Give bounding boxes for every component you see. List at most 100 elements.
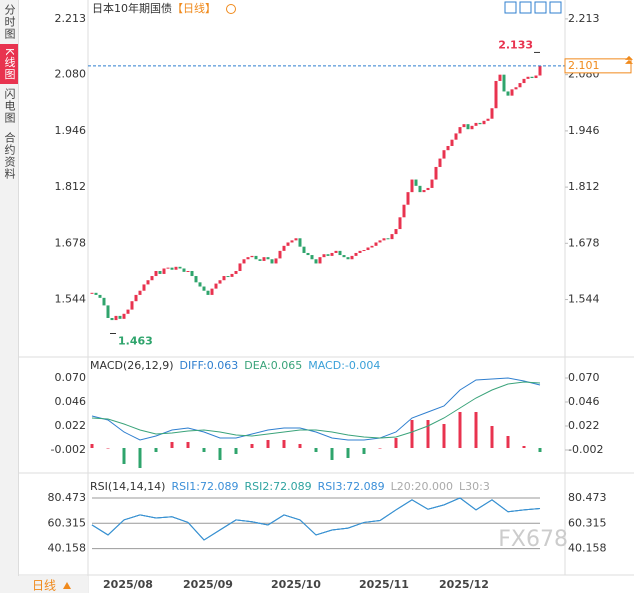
macd-bar <box>138 448 142 468</box>
candle <box>362 250 366 252</box>
candle <box>498 74 502 81</box>
macd-bar <box>458 412 462 448</box>
candle <box>190 271 194 277</box>
macd-bar <box>170 442 174 448</box>
candle <box>238 263 242 272</box>
last-price-box <box>564 58 632 74</box>
legend-entry: RSI2:72.089 <box>245 480 312 493</box>
candle <box>242 259 246 264</box>
candle <box>138 290 142 295</box>
candle <box>478 122 482 125</box>
candle <box>142 284 146 291</box>
candle <box>454 133 458 140</box>
candle <box>470 125 474 130</box>
candle <box>294 238 298 241</box>
candle <box>246 257 250 260</box>
y-tick-label: 1.544 <box>568 293 600 306</box>
candle <box>402 204 406 218</box>
macd-bar <box>490 426 494 448</box>
candle <box>194 276 198 283</box>
legend-entry: MACD:-0.004 <box>308 359 380 372</box>
candle <box>230 273 234 277</box>
y-tick-label: 2.080 <box>55 68 87 81</box>
candle <box>438 158 442 167</box>
indicator-line <box>91 377 541 441</box>
high-label: 2.133 <box>498 38 533 51</box>
candle <box>466 124 470 130</box>
macd-bar <box>186 442 190 448</box>
y-tick-label: 0.046 <box>55 395 87 408</box>
candle <box>290 240 294 243</box>
title-period[interactable]: 【日线】 <box>172 1 216 15</box>
candle <box>378 240 382 243</box>
x-tick-label: 2025/11 <box>359 578 409 591</box>
candle <box>458 127 462 134</box>
y-tick-label: 2.213 <box>55 12 87 25</box>
frame <box>18 0 634 593</box>
tab[interactable]: 分时图 <box>3 4 16 40</box>
candle <box>126 309 130 314</box>
y-tick-label: 0.070 <box>55 371 87 384</box>
candle <box>302 246 306 253</box>
toolbar <box>504 1 562 14</box>
macd-bar <box>410 420 414 448</box>
tab[interactable]: 合约资料 <box>3 132 16 181</box>
candle <box>406 192 410 205</box>
candle <box>374 242 378 246</box>
y-tick-label: 40.158 <box>568 542 607 555</box>
add-icon[interactable] <box>226 4 236 14</box>
y-tick-label: -0.002 <box>51 443 86 456</box>
tool-icon[interactable] <box>519 1 532 14</box>
y-tick-label: 2.213 <box>568 12 600 25</box>
legend: MACD(26,12,9) DIFF:0.063 DEA:0.065 MACD:-0.… <box>90 359 380 372</box>
candle <box>418 185 422 193</box>
macd-bar <box>538 448 542 452</box>
candle <box>210 288 214 295</box>
y-tick-label: 0.046 <box>568 395 600 408</box>
candle <box>222 276 226 281</box>
candle <box>450 139 454 146</box>
tool-icon[interactable] <box>534 1 547 14</box>
tab[interactable]: 闪电图 <box>3 88 16 125</box>
y-tick-label: 1.812 <box>568 180 600 193</box>
candle <box>250 255 254 258</box>
candle <box>162 268 166 274</box>
tab[interactable]: K线图 <box>0 44 18 85</box>
macd-bar <box>202 448 206 452</box>
candle <box>186 271 190 273</box>
tool-icon[interactable] <box>549 1 562 14</box>
candle <box>170 267 174 270</box>
candle <box>342 255 346 258</box>
x-tick-label: 2025/09 <box>183 578 233 591</box>
candle <box>146 280 150 285</box>
candle <box>358 250 362 253</box>
candle <box>330 252 334 256</box>
bottom-tab[interactable]: 日线 <box>32 579 56 593</box>
candle <box>526 76 530 79</box>
macd-bar <box>362 448 366 454</box>
candle <box>506 91 510 96</box>
level-label: L20:20.000 <box>391 480 453 493</box>
candle <box>90 292 94 294</box>
candle <box>482 120 486 125</box>
y-tick-label: 80.473 <box>568 491 607 504</box>
macd-bar <box>122 448 126 464</box>
macd-bar <box>442 424 446 448</box>
x-tick-label: 2025/10 <box>271 578 321 591</box>
candle <box>274 258 278 264</box>
candle <box>310 255 314 260</box>
y-tick-label: 1.946 <box>55 124 87 137</box>
candle <box>322 254 326 258</box>
candle <box>398 217 402 230</box>
candle <box>486 118 490 121</box>
tool-icon[interactable] <box>504 1 517 14</box>
candle <box>110 317 114 321</box>
macd-bar <box>154 448 158 452</box>
candle <box>106 305 110 318</box>
macd-bar <box>266 440 270 448</box>
indicator-title: MACD(26,12,9) <box>90 359 174 372</box>
y-tick-label: 1.812 <box>55 180 87 193</box>
indicator-line <box>91 497 541 541</box>
y-tick-label: 0.022 <box>55 419 87 432</box>
